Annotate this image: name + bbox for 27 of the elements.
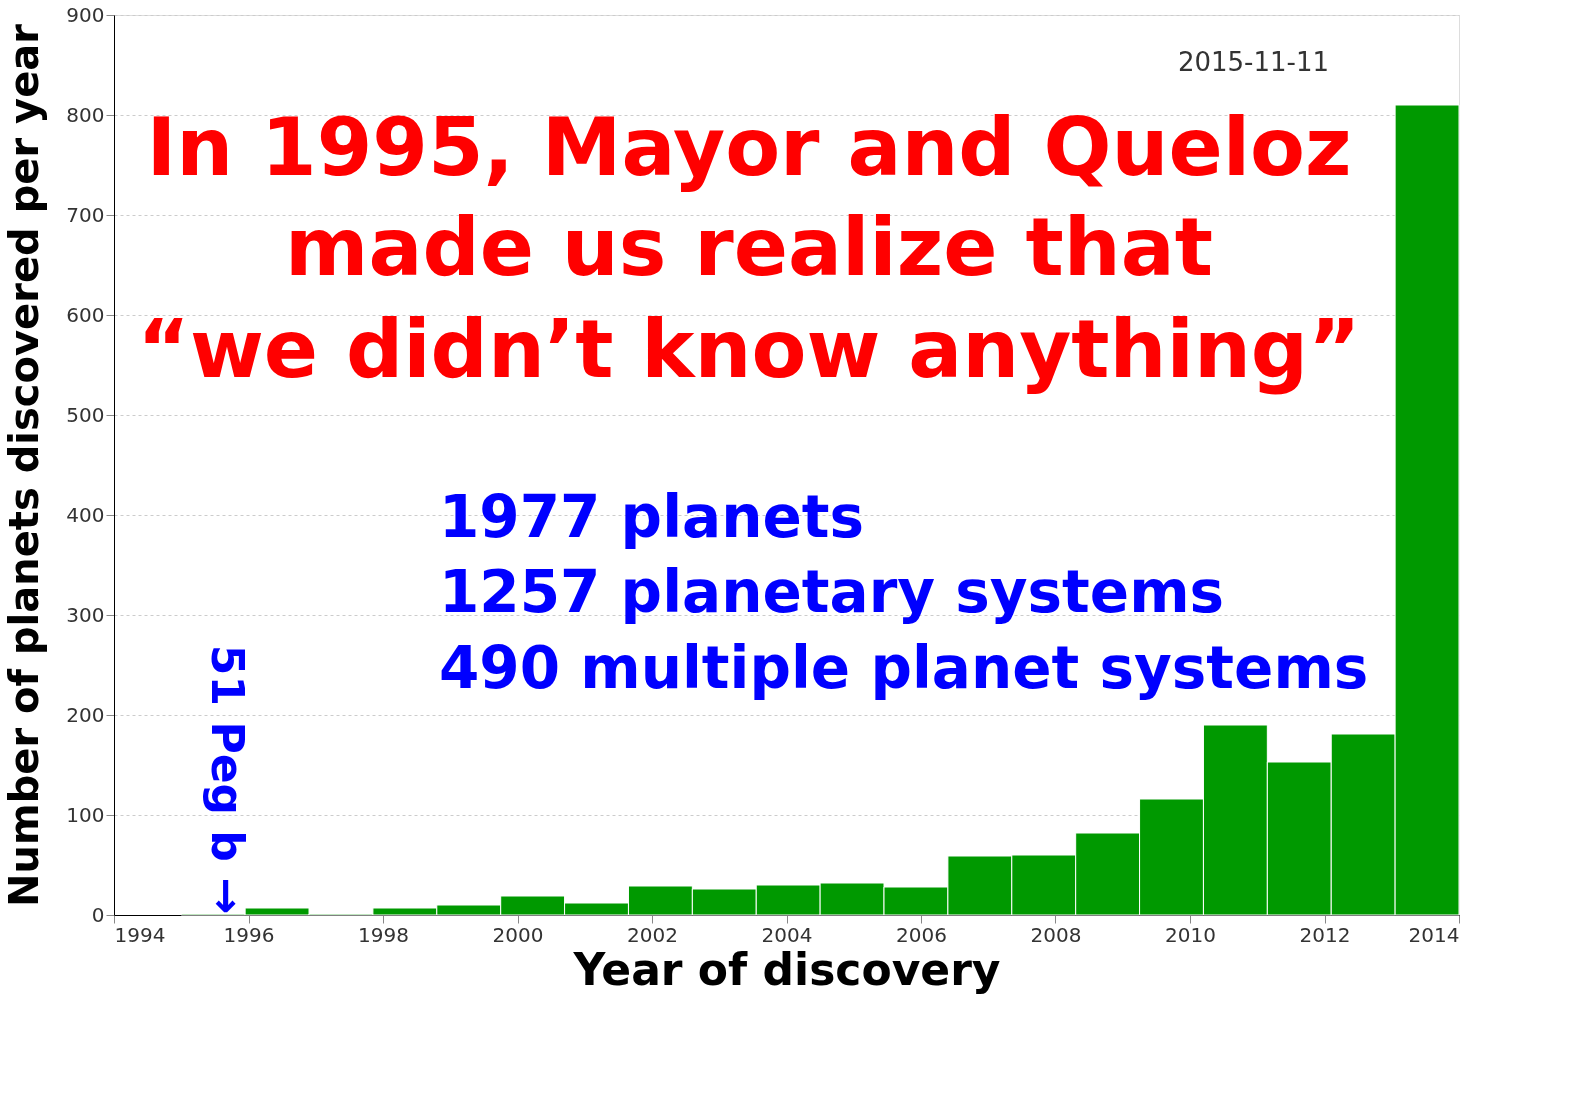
y-tick-label: 100	[66, 802, 105, 827]
y-axis-title: Number of planets discovered per year	[1, 23, 48, 907]
y-tick-label: 700	[66, 202, 105, 227]
annotation: 490 multiple planet systems	[439, 634, 1369, 702]
annotation: “we didn’t know anything”	[137, 303, 1361, 396]
annotation: 1257 planetary systems	[439, 558, 1225, 626]
annotation: 1977 planets	[439, 483, 865, 551]
y-tick-label: 200	[66, 702, 105, 727]
annotation: 2015-11-11	[1177, 47, 1329, 77]
x-tick-label: 2000	[492, 922, 544, 947]
y-tick-label: 0	[91, 902, 105, 927]
annotation: In 1995, Mayor and Queloz	[146, 101, 1352, 194]
y-tick-label: 400	[66, 502, 105, 527]
x-tick-label: 2014	[1408, 922, 1460, 947]
x-tick-label: 1994	[114, 922, 166, 947]
y-tick-label: 500	[66, 402, 105, 427]
annotation: made us realize that	[285, 201, 1213, 294]
annotation: 51 Peg b →	[201, 644, 253, 914]
x-tick-label: 2008	[1030, 922, 1082, 947]
x-tick-label: 2010	[1165, 922, 1216, 947]
y-tick-label: 600	[66, 302, 105, 327]
y-tick-label: 900	[66, 2, 105, 27]
x-tick-label: 1996	[223, 922, 275, 947]
x-tick-label: 2012	[1299, 922, 1351, 947]
y-tick-label: 800	[66, 102, 105, 127]
x-tick-label: 1998	[358, 922, 409, 947]
y-tick-label: 300	[66, 602, 105, 627]
